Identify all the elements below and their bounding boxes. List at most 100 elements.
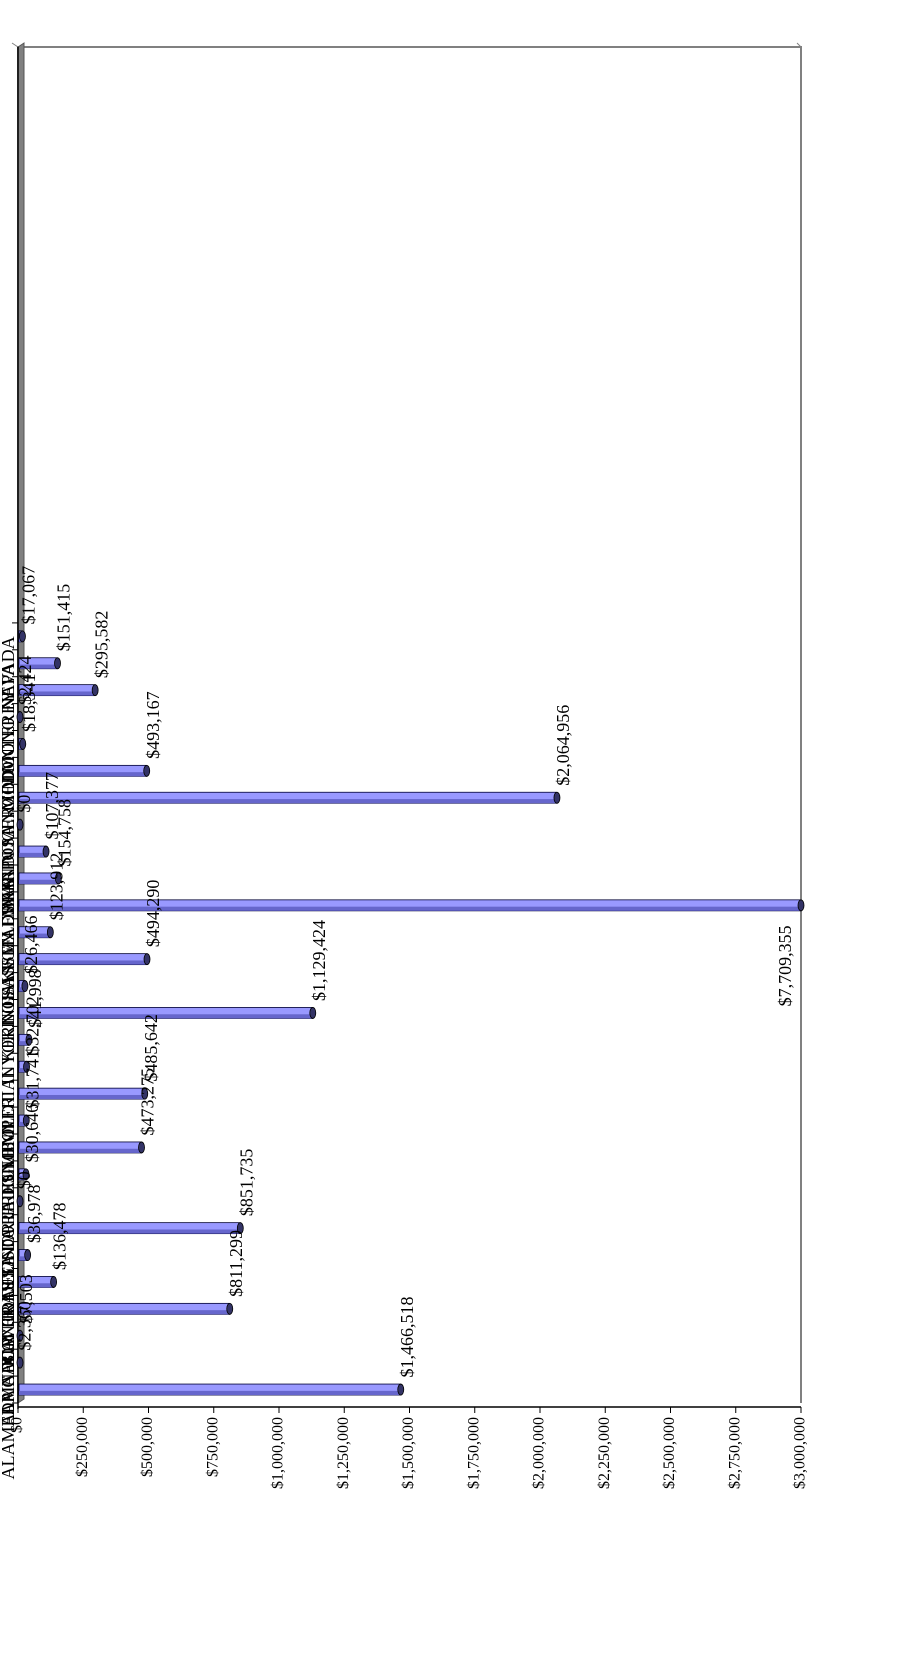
bar-cap bbox=[54, 872, 62, 885]
bar-cap bbox=[19, 738, 27, 750]
category-label: LAKE bbox=[0, 959, 18, 1007]
data-label: $32,702 bbox=[23, 996, 43, 1055]
value-tick-label: $750,000 bbox=[204, 1417, 221, 1477]
data-label: $151,415 bbox=[54, 584, 74, 652]
data-label: $1,129,424 bbox=[309, 920, 329, 1001]
data-label: $1,466,518 bbox=[397, 1297, 417, 1378]
data-label: $2,360 bbox=[15, 1301, 35, 1351]
category-label: KINGS bbox=[0, 986, 18, 1041]
category-label: MENDOCINO bbox=[0, 798, 18, 908]
bar-cap bbox=[138, 1141, 145, 1154]
bar-cap bbox=[23, 1060, 30, 1073]
category-label: MODOC bbox=[0, 744, 18, 811]
category-label: NAPA bbox=[0, 663, 18, 710]
bar-cap bbox=[22, 1114, 30, 1127]
data-label: $0 bbox=[14, 1171, 34, 1189]
category-label: HUMBOLDT bbox=[0, 1094, 18, 1196]
value-tick-label: $1,500,000 bbox=[400, 1417, 417, 1489]
value-tick-label: $2,000,000 bbox=[531, 1417, 548, 1489]
bar-shade bbox=[19, 1256, 28, 1261]
bar-shade bbox=[19, 1390, 401, 1396]
data-label: $107,377 bbox=[42, 772, 62, 840]
value-tick-label: $500,000 bbox=[139, 1417, 156, 1477]
bar-shade bbox=[19, 879, 59, 884]
data-label: $295,582 bbox=[91, 611, 111, 679]
bar-cap bbox=[397, 1383, 405, 1396]
bar-cap bbox=[42, 845, 50, 858]
bar-shade bbox=[19, 1121, 27, 1127]
category-label: IMPERIAL bbox=[0, 1067, 18, 1152]
value-tick-label: $0 bbox=[9, 1417, 26, 1433]
bar-cap bbox=[50, 1276, 58, 1288]
category-label: EL DORADO bbox=[0, 1174, 18, 1277]
value-tick-label: $1,250,000 bbox=[335, 1417, 352, 1489]
bar-shade bbox=[19, 852, 47, 858]
bar-shade bbox=[19, 691, 96, 696]
bar-shade bbox=[19, 933, 51, 938]
data-label: $2,064,956 bbox=[553, 705, 573, 786]
bar-shade bbox=[19, 1094, 145, 1100]
bar-shade bbox=[19, 960, 148, 965]
bar-cap bbox=[91, 684, 99, 697]
bar-cap bbox=[141, 1087, 149, 1100]
plot-border-corner bbox=[796, 42, 802, 48]
category-label: ALPINE bbox=[0, 1363, 18, 1427]
bar-cap bbox=[226, 1302, 234, 1315]
category-label: DEL NORTE bbox=[0, 1201, 18, 1299]
category-label: GLENN bbox=[0, 1121, 18, 1182]
data-label: $7,709,355 bbox=[775, 925, 795, 1006]
bar-shade bbox=[19, 799, 557, 804]
category-label: MARIN bbox=[0, 852, 18, 912]
bars bbox=[16, 630, 805, 1396]
bar-cap bbox=[309, 1007, 317, 1019]
data-labels: $1,466,518 $2,360$7,503 $811,299 $136,478 $3… bbox=[14, 566, 795, 1378]
bar-cap bbox=[16, 1329, 24, 1342]
bar-shade bbox=[19, 664, 58, 669]
bar-cap bbox=[236, 1222, 244, 1235]
category-axis: ALAMEDAALPINEAMADORBUTTECALAVERASCOLUSAC… bbox=[0, 622, 18, 1480]
category-label: AMADOR bbox=[0, 1336, 18, 1416]
category-label: MONO bbox=[0, 717, 18, 772]
data-label: $41,998 bbox=[25, 969, 45, 1028]
bar-cap bbox=[16, 711, 24, 723]
data-label: $7,503 bbox=[16, 1274, 36, 1324]
data-label: $2,424 bbox=[15, 656, 35, 706]
bar-shade bbox=[19, 1148, 142, 1153]
category-label: BUTTE bbox=[0, 1309, 18, 1367]
value-tick-label: $3,000,000 bbox=[792, 1417, 809, 1489]
category-label: MADERA bbox=[0, 878, 18, 956]
bar-shade bbox=[19, 1014, 313, 1019]
bar-shade bbox=[19, 1041, 29, 1046]
category-label: MERCED bbox=[0, 771, 18, 846]
category-label: MONTEREY bbox=[0, 690, 18, 790]
data-label: $31,741 bbox=[22, 1050, 42, 1109]
bar-cap bbox=[25, 1033, 33, 1046]
data-label: $30,646 bbox=[22, 1104, 42, 1163]
bar-shade bbox=[19, 1283, 54, 1288]
bar-shade bbox=[19, 1310, 230, 1315]
data-label: $494,290 bbox=[143, 880, 163, 948]
value-tick-label: $1,750,000 bbox=[465, 1417, 482, 1489]
data-label: $18,341 bbox=[19, 673, 39, 732]
category-label: FRESNO bbox=[0, 1147, 18, 1216]
bar-shade bbox=[19, 1229, 241, 1234]
data-label: $485,642 bbox=[141, 1014, 161, 1082]
data-label: $17,067 bbox=[19, 566, 39, 625]
data-label: $136,478 bbox=[50, 1202, 70, 1270]
bar-shade bbox=[19, 1175, 26, 1180]
value-tick-label: $250,000 bbox=[74, 1417, 91, 1477]
bar-cap bbox=[16, 1195, 24, 1208]
category-label: CONTRA COSTA bbox=[0, 1228, 18, 1363]
category-label: ALAMEDA bbox=[0, 1390, 18, 1480]
bar-shade bbox=[19, 772, 147, 777]
category-label: COLUSA bbox=[0, 1255, 18, 1327]
data-label: $851,735 bbox=[236, 1149, 256, 1217]
data-label: $811,299 bbox=[226, 1230, 246, 1297]
bar-cap bbox=[143, 953, 151, 966]
plot-frame bbox=[11, 42, 802, 1409]
bar-shade bbox=[19, 906, 801, 911]
value-tick-label: $2,250,000 bbox=[596, 1417, 613, 1489]
category-label: LOS ANGELES bbox=[0, 905, 18, 1025]
